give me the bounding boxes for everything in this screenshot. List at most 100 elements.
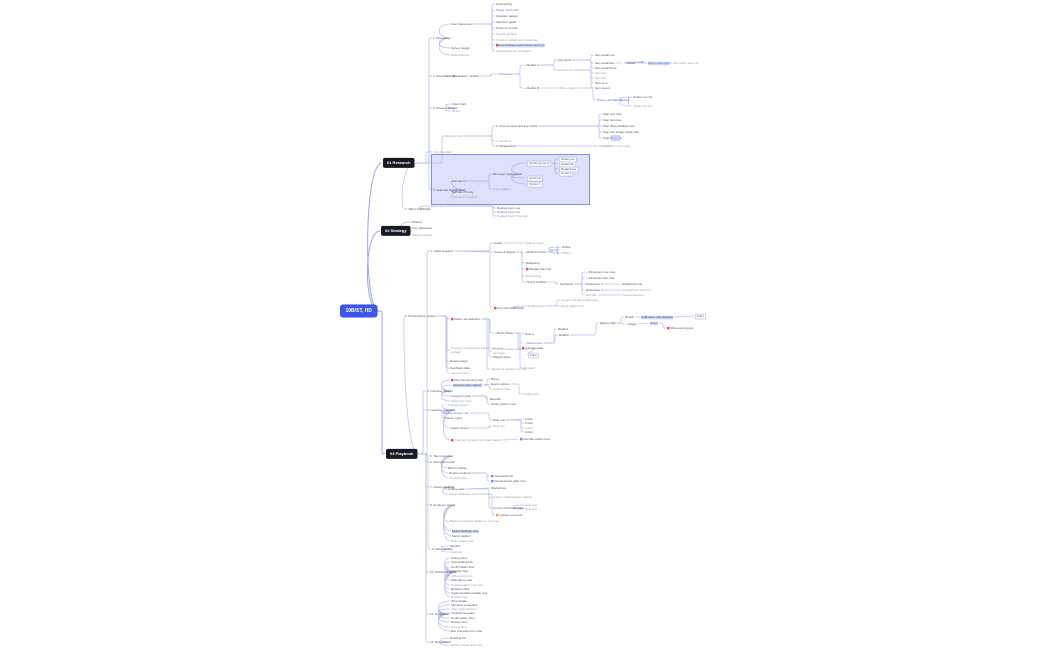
topic-node[interactable]: ~ Dimension one note <box>586 270 615 274</box>
topic-box-node[interactable]: Option C <box>527 181 543 187</box>
topic-node[interactable]: Deliverables list & timeline <box>496 49 531 53</box>
topic-node[interactable]: Question design <box>496 14 518 18</box>
topic-node[interactable]: Result <box>625 315 634 319</box>
topic-node[interactable]: Compensation rule note <box>451 583 483 587</box>
topic-node[interactable]: Item four <box>595 71 607 75</box>
topic-node[interactable]: Board highlight note <box>452 529 479 533</box>
topic-node[interactable]: Training risk warning longer caption <box>451 438 502 442</box>
topic-node[interactable]: Related topic one <box>497 206 520 210</box>
topic-node[interactable]: Sub item B note <box>452 190 473 194</box>
topic-node[interactable]: Contract template <box>451 611 475 615</box>
topic-node[interactable]: Confirmation flow <box>451 565 474 569</box>
topic-node[interactable]: Budgeting <box>526 261 540 265</box>
topic-node[interactable]: Related topic three text <box>497 214 528 218</box>
topic-node[interactable]: Bonus <box>491 377 500 381</box>
topic-node[interactable]: a item <box>525 417 533 421</box>
topic-node[interactable]: Mid layer caption text <box>493 172 521 176</box>
topic-node[interactable]: Notes <box>452 109 460 113</box>
topic-node[interactable]: Trend analysis p <box>622 293 644 297</box>
topic-node[interactable]: Goals <box>494 241 502 245</box>
topic-node[interactable]: Interview guide <box>496 20 516 24</box>
topic-node[interactable]: Item six p <box>595 81 608 85</box>
topic-node[interactable]: Sub item A <box>452 179 467 183</box>
topic-node[interactable]: Note one <box>493 418 505 422</box>
topic-node[interactable]: 2. Performance system <box>405 314 436 318</box>
topic-node[interactable]: JD template <box>451 599 467 603</box>
topic-node[interactable]: Survey form <box>451 625 467 629</box>
topic-node[interactable]: Common pitfalls and responses <box>496 38 538 42</box>
topic-node[interactable]: Remarks notes (2) <box>674 61 699 65</box>
topic-node[interactable]: Sub item C caption <box>452 195 477 199</box>
topic-node[interactable]: Timeline notes <box>524 241 543 245</box>
topic-node[interactable]: Budget risk note <box>526 267 551 271</box>
topic-node[interactable]: Caution note text <box>496 513 522 517</box>
topic-node[interactable]: Step three detailed note <box>603 124 635 128</box>
topic-node[interactable]: Phase split caption <box>597 98 622 102</box>
topic-node[interactable]: Incentive plan caption <box>453 383 483 387</box>
topic-node[interactable]: v. Framework <box>495 72 513 76</box>
topic-node[interactable]: Long-term plan <box>451 394 471 398</box>
topic-node[interactable]: 5. Talent pipeline <box>430 454 452 458</box>
topic-node[interactable]: Dimension 4 <box>586 288 603 292</box>
topic-node[interactable]: Review method <box>449 471 470 475</box>
topic-node[interactable]: Review form <box>451 620 468 624</box>
topic-box-node[interactable]: Form <box>528 352 539 358</box>
topic-node[interactable]: Extra caption text <box>561 304 584 308</box>
topic-node[interactable]: 1. Core process and key points <box>496 124 537 128</box>
topic-node[interactable]: Li <box>641 60 643 64</box>
topic-node[interactable]: Values definition note <box>449 492 477 496</box>
topic-node[interactable]: Results archive <box>496 32 517 36</box>
topic-node[interactable]: Timing conflicts <box>526 280 547 284</box>
topic-node[interactable]: More notes <box>560 86 575 90</box>
topic-node[interactable]: 7. Other follow-ups <box>405 207 430 211</box>
topic-node[interactable]: Honor system note <box>491 402 516 406</box>
topic-node[interactable]: ~ Dimension two note <box>586 276 615 280</box>
topic-node[interactable]: d item <box>525 430 533 434</box>
topic-node[interactable]: Goal setting <box>496 2 512 6</box>
topic-node[interactable]: Comparison notes (1) <box>622 288 651 292</box>
topic-node[interactable]: Reward policy <box>451 587 470 591</box>
topic-node[interactable]: Breakdown method <box>453 74 479 78</box>
topic-node[interactable]: Impact review <box>450 426 469 430</box>
topic-node[interactable]: Key findings need cross-check (2) <box>496 43 545 47</box>
topic-node[interactable]: Option two (1) <box>633 104 652 108</box>
topic-node[interactable]: Notes & records <box>496 26 518 30</box>
topic-node[interactable]: Note two <box>525 507 537 511</box>
topic-node[interactable]: b item <box>525 421 533 425</box>
topic-node[interactable]: Successor list <box>491 474 513 478</box>
topic-node[interactable]: Item detail one <box>595 53 615 57</box>
topic-node[interactable]: Item five <box>595 76 606 80</box>
topic-node[interactable]: Feedback talks <box>450 366 470 370</box>
topic-node[interactable]: 4. Learning & growth <box>427 408 455 412</box>
topic-node[interactable]: Key milestones <box>412 226 432 230</box>
topic-node[interactable]: ~ Additional note <box>620 282 642 286</box>
topic-node[interactable]: Longer one-line caption text <box>561 298 598 302</box>
topic-node[interactable]: Extra items <box>558 68 573 72</box>
topic-node[interactable]: Data analysis <box>451 53 469 57</box>
topic-node[interactable]: 7. Culture building <box>430 485 454 489</box>
topic-node[interactable]: Rule caption text <box>451 539 473 543</box>
topic-node[interactable]: Equity options <box>491 382 510 386</box>
topic-node[interactable]: Caution note <box>522 346 543 350</box>
topic-node[interactable]: Pay risk warning note <box>451 378 483 382</box>
topic-node[interactable]: Item detail two <box>595 61 614 65</box>
topic-node[interactable]: Trainer mgmt <box>444 416 462 420</box>
topic-node[interactable]: Short-term plan <box>451 399 472 403</box>
topic-node[interactable]: Key items <box>558 58 571 62</box>
topic-node[interactable]: Item seven <box>595 86 610 90</box>
topic-node[interactable]: Note A <box>525 332 534 336</box>
main-topic[interactable]: 01 Research <box>383 157 415 168</box>
topic-node[interactable]: Course design note <box>443 411 469 415</box>
topic-node[interactable]: Benefits <box>490 397 501 401</box>
topic-node[interactable]: Related topic two <box>497 210 520 214</box>
topic-node[interactable]: ~ Usage <box>625 322 636 326</box>
topic-node[interactable]: Metric set definition <box>451 317 480 321</box>
color-chip[interactable] <box>611 135 620 141</box>
topic-node[interactable]: 11. Templates <box>430 612 448 616</box>
topic-node[interactable]: User interviews <box>451 22 472 26</box>
topic-node[interactable]: Phases <box>412 220 422 224</box>
topic-node[interactable]: Online <box>562 245 571 249</box>
topic-node[interactable]: Onboarding flow <box>451 560 473 564</box>
topic-node[interactable]: Step two note <box>603 118 621 122</box>
topic-node[interactable]: Transfer flow <box>451 569 468 573</box>
